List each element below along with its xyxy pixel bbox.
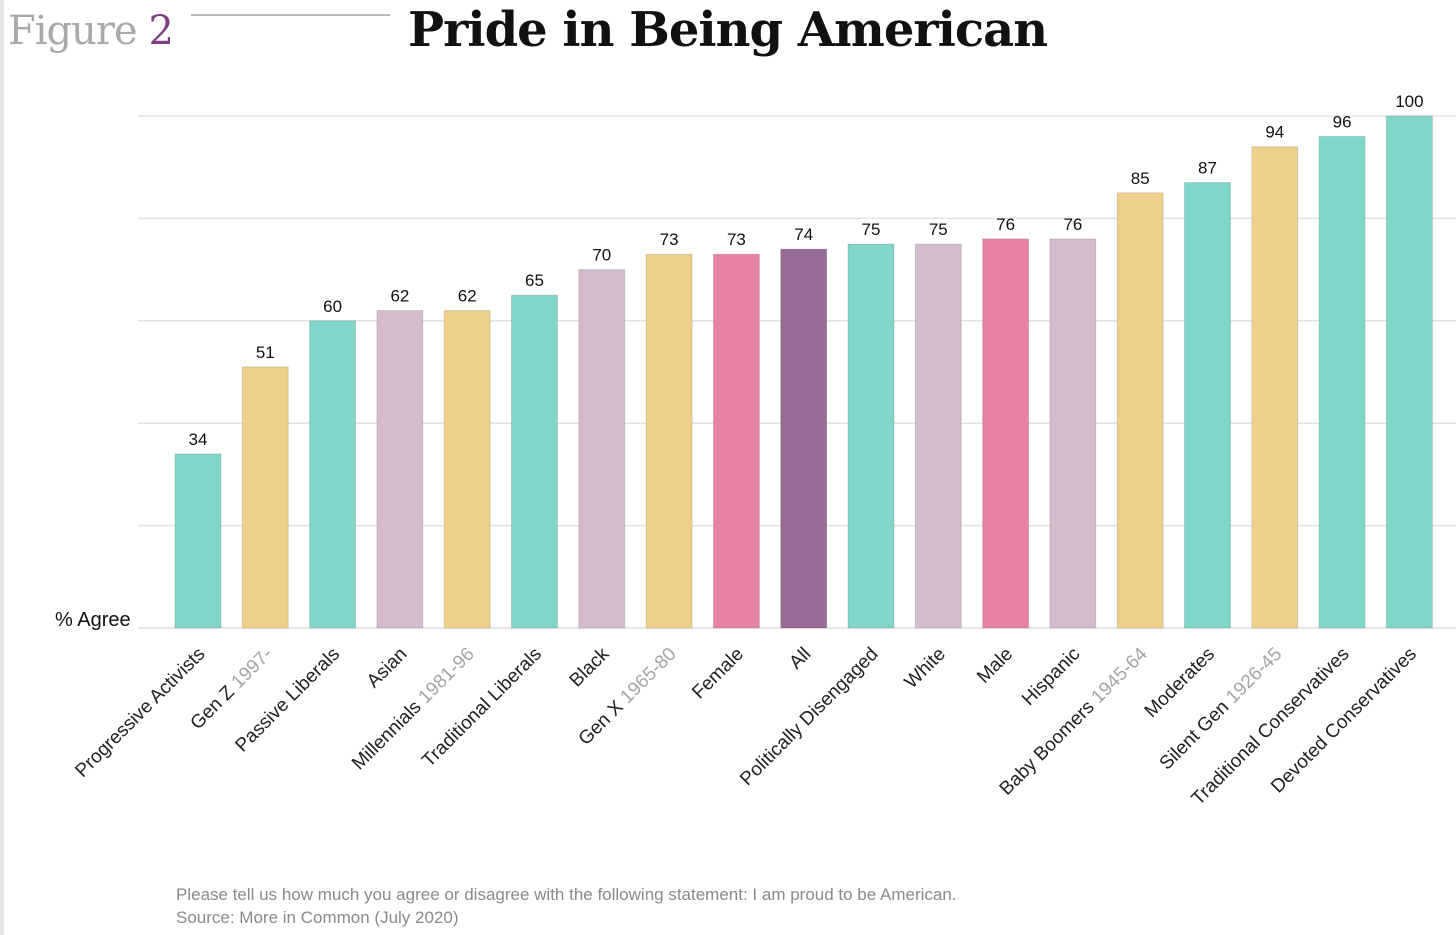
category-name: White — [901, 644, 950, 693]
category-label: Black — [566, 643, 614, 691]
category-name: Male — [973, 644, 1017, 688]
bar — [511, 294, 558, 629]
bar — [376, 310, 424, 629]
value-label: 73 — [660, 230, 679, 249]
category-label: Female — [688, 644, 748, 704]
category-label: Hispanic — [1018, 644, 1084, 710]
bar — [578, 269, 626, 629]
value-label: 70 — [592, 246, 611, 265]
value-label: 75 — [929, 220, 948, 239]
bar — [645, 253, 693, 629]
bar — [174, 453, 222, 629]
value-label: 94 — [1265, 123, 1284, 142]
value-label: 60 — [323, 297, 342, 316]
value-label: 75 — [862, 220, 881, 239]
value-label: 62 — [458, 287, 477, 306]
bar — [847, 243, 895, 629]
category-name: All — [785, 644, 815, 674]
value-label: 73 — [727, 230, 746, 249]
category-label: Millennials 1981-96 — [348, 644, 479, 775]
figure-number: 2 — [148, 8, 173, 54]
chart-title: Pride in Being American — [408, 2, 1048, 58]
figure-label: Figure 2 — [8, 8, 174, 54]
value-label: 74 — [794, 225, 813, 244]
category-name: Female — [688, 644, 748, 704]
category-name: Millennials — [348, 697, 426, 775]
figure-word: Figure — [8, 8, 138, 54]
category-label: Silent Gen 1926-45 — [1156, 644, 1287, 775]
bar — [443, 310, 491, 629]
category-name: Progressive Activists — [71, 644, 209, 782]
footer-source: Source: More in Common (July 2020) — [176, 908, 459, 927]
value-label: 87 — [1198, 159, 1217, 178]
category-name: Baby Boomers — [996, 697, 1099, 800]
category-name: Politically Disengaged — [736, 644, 882, 790]
title-rule — [191, 14, 390, 16]
category-label: White — [901, 644, 950, 693]
category-label: Asian — [363, 644, 411, 692]
category-name: Hispanic — [1018, 644, 1084, 710]
category-label: Traditional Liberals — [418, 644, 546, 772]
category-years: 1926-45 — [1218, 644, 1286, 712]
bar — [780, 248, 828, 629]
value-label: 100 — [1395, 92, 1423, 111]
value-label: 51 — [256, 343, 275, 362]
value-label: 76 — [996, 215, 1015, 234]
category-label: Progressive Activists — [71, 644, 209, 782]
bar — [712, 253, 760, 629]
category-years: 1981-96 — [411, 644, 479, 712]
bar — [914, 243, 962, 629]
value-label: 65 — [525, 271, 544, 290]
bar — [1318, 135, 1366, 629]
left-border — [0, 0, 4, 935]
value-label: 85 — [1131, 169, 1150, 188]
category-label: Male — [973, 644, 1017, 688]
y-axis-label: % Agree — [55, 609, 131, 631]
category-name: Traditional Liberals — [418, 644, 546, 772]
category-name: Asian — [363, 644, 411, 692]
bar — [241, 366, 289, 629]
category-label: Politically Disengaged — [736, 644, 882, 790]
bar — [1116, 192, 1164, 629]
bar — [1251, 146, 1299, 629]
value-label: 62 — [390, 287, 409, 306]
category-name: Black — [566, 643, 614, 691]
bar — [1385, 115, 1433, 629]
bar — [1184, 182, 1231, 629]
bar — [982, 238, 1030, 629]
category-label: All — [785, 644, 815, 674]
value-label: 96 — [1333, 112, 1352, 131]
bar — [309, 320, 357, 629]
category-years: 1945-64 — [1084, 643, 1152, 711]
bar — [1049, 238, 1097, 629]
value-label: 34 — [189, 430, 208, 449]
category-years: 1997- — [224, 644, 277, 697]
category-years: 1965-80 — [613, 644, 681, 712]
value-label: 76 — [1063, 215, 1082, 234]
footer-question: Please tell us how much you agree or dis… — [176, 885, 957, 904]
